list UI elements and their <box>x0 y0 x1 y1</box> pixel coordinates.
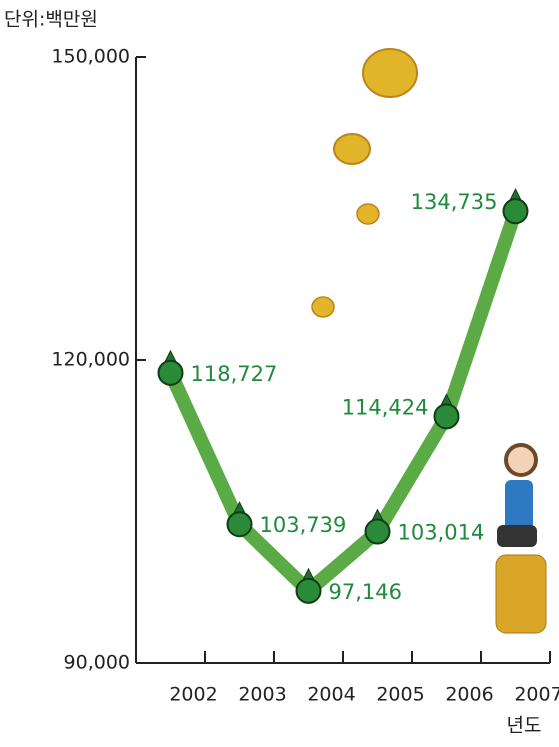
x-axis-label: 년도 <box>507 715 542 737</box>
y-tick-label: 120,000 <box>51 349 130 371</box>
x-tick-label: 2006 <box>445 684 493 706</box>
chart: 단위:백만원 년도 90,000 120,000 150,000 2002 2003 20… <box>0 0 559 743</box>
decorative-figure <box>496 445 546 633</box>
figure-body <box>505 480 533 530</box>
decorative-coins <box>312 49 417 317</box>
data-label: 118,727 <box>191 362 278 386</box>
data-point <box>366 520 390 544</box>
figure-head <box>506 445 536 475</box>
coin-stack <box>496 555 546 633</box>
x-tick-label: 2004 <box>307 684 355 706</box>
data-label: 103,739 <box>260 513 347 537</box>
data-point <box>159 361 183 385</box>
x-tick-label: 2002 <box>169 684 217 706</box>
coin <box>363 49 417 97</box>
y-tick-label: 150,000 <box>51 46 130 68</box>
data-point <box>297 579 321 603</box>
money-bag-tie <box>511 189 521 199</box>
y-unit-label: 단위:백만원 <box>4 9 98 31</box>
data-point <box>504 199 528 223</box>
data-label: 103,014 <box>398 521 485 545</box>
data-point <box>228 512 252 536</box>
x-tick-label: 2007 <box>514 684 559 706</box>
data-point <box>435 404 459 428</box>
coin <box>334 134 370 164</box>
money-bag-tie <box>166 351 176 361</box>
coin <box>357 204 379 224</box>
x-tick-label: 2005 <box>376 684 424 706</box>
x-tick-label: 2003 <box>238 684 286 706</box>
money-bag-tie <box>304 569 314 579</box>
data-label: 114,424 <box>342 395 429 419</box>
data-label: 97,146 <box>329 580 402 604</box>
data-label: 134,735 <box>411 190 498 214</box>
figure-legs <box>497 525 537 547</box>
y-tick-label: 90,000 <box>64 652 130 674</box>
coin <box>312 297 334 317</box>
